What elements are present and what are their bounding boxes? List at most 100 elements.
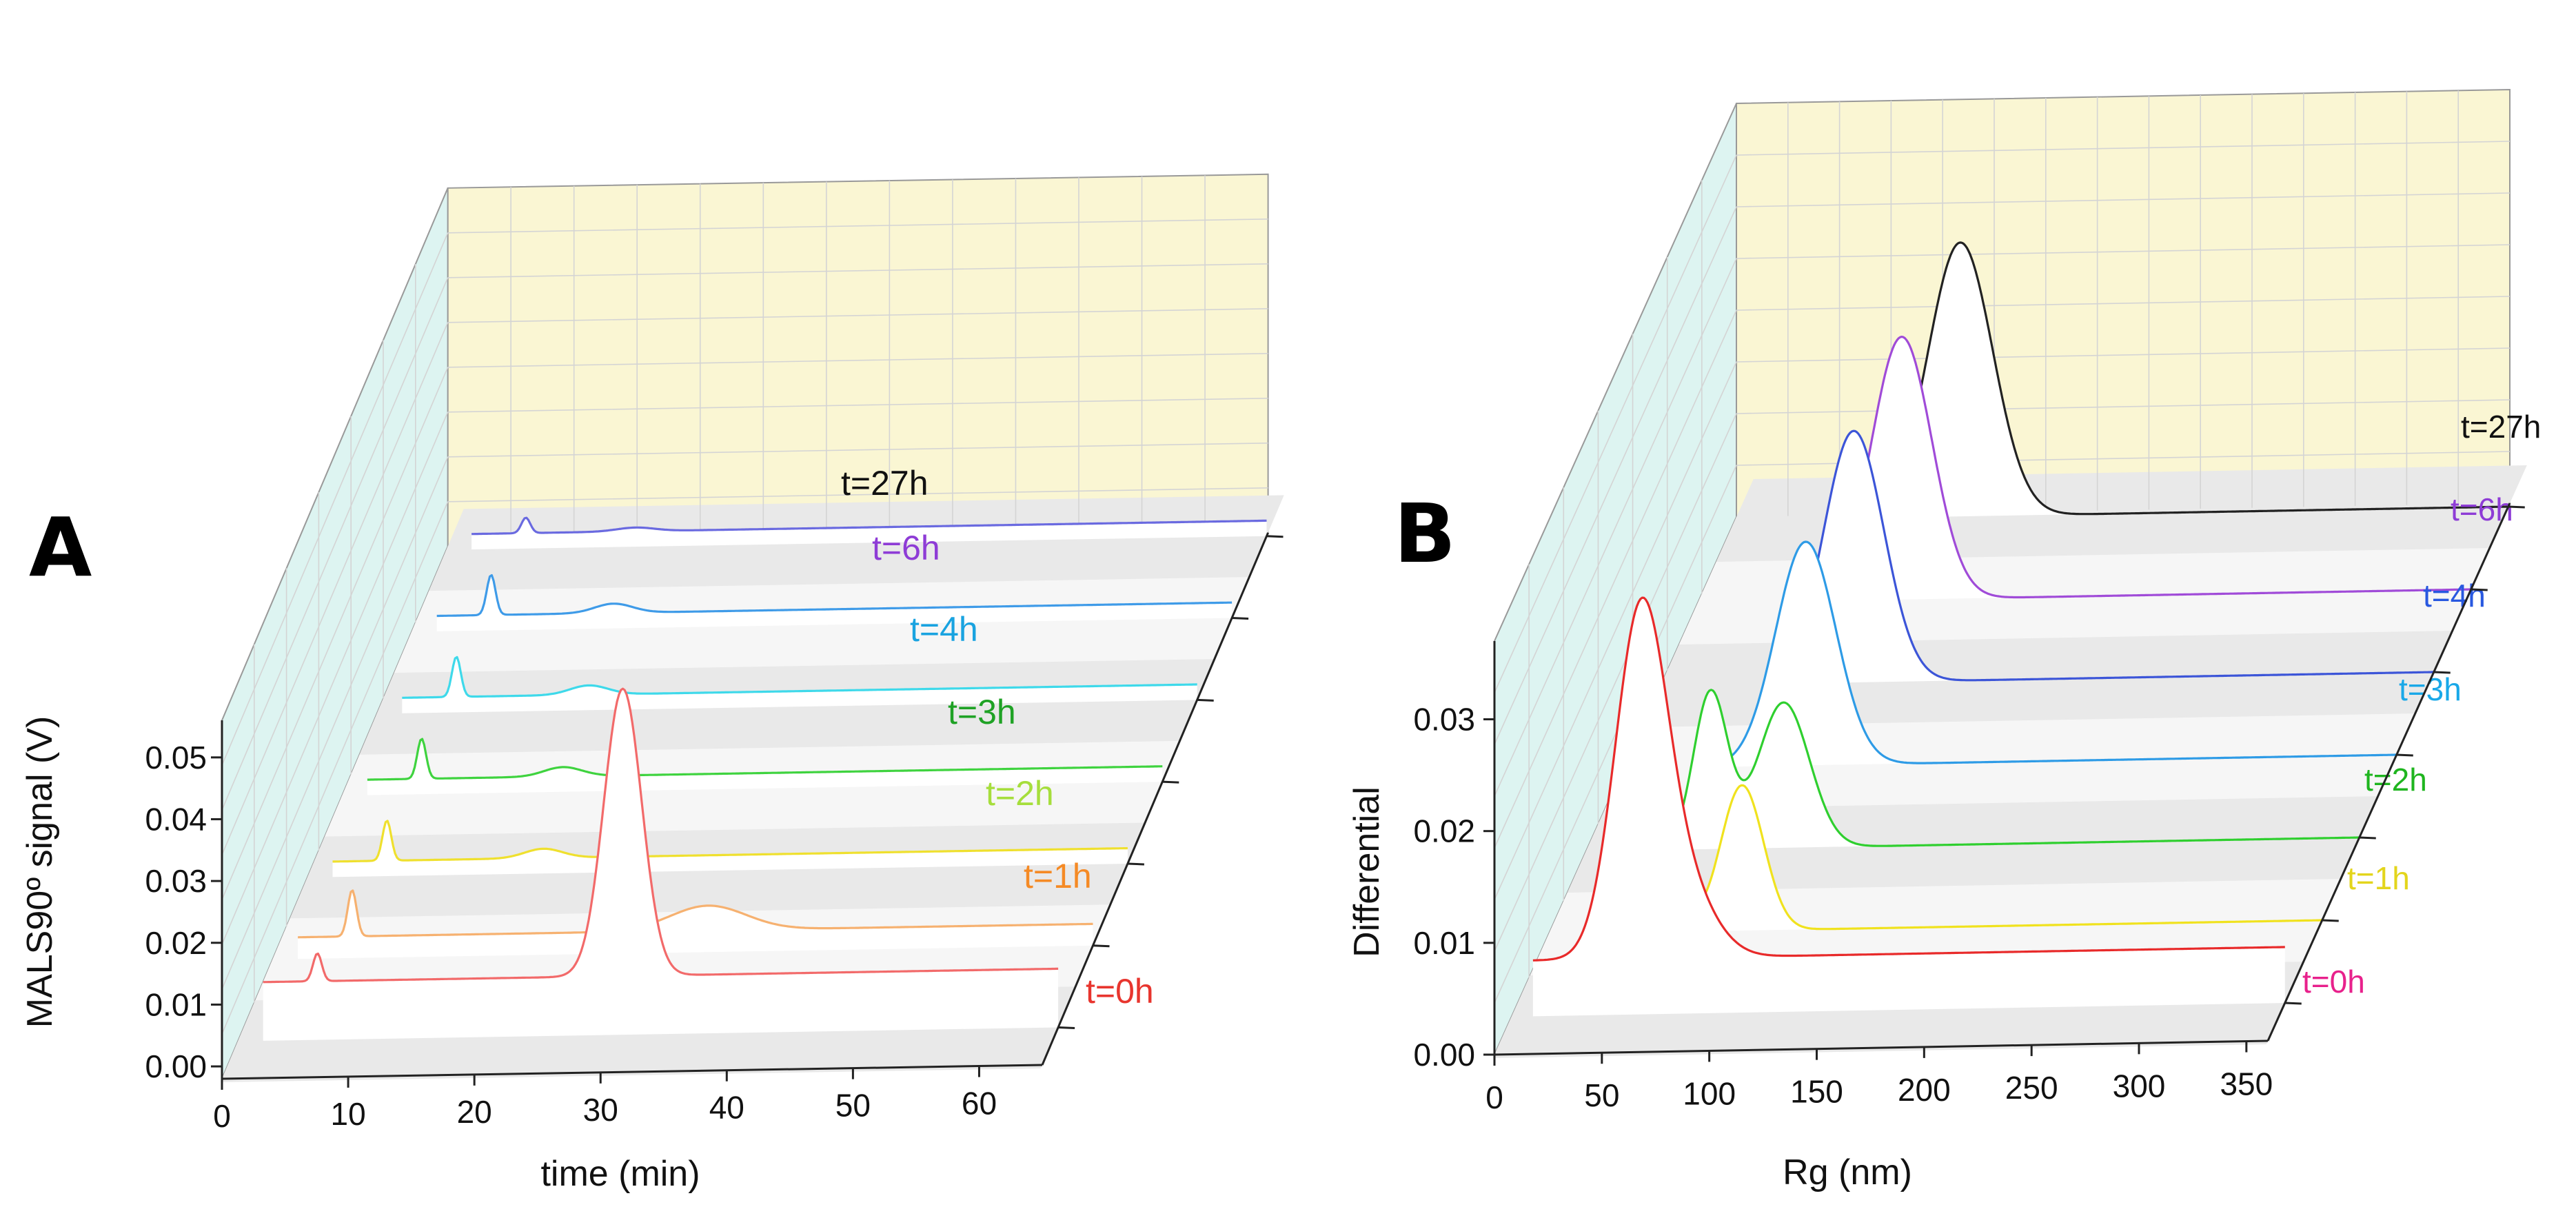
x-tick-label: 250 (2005, 1070, 2058, 1106)
side-wall-hgrid (1494, 361, 1737, 900)
series-fill-t=1h (298, 890, 1093, 960)
series-fill-t=0h (263, 689, 1059, 1041)
back-wall-hgrid (1736, 399, 2511, 414)
series-line-t=6h (1825, 336, 2471, 599)
side-wall-hgrid (221, 232, 449, 766)
y-tick-label: 0.02 (145, 925, 207, 961)
panel-b: t=27h t=6h t=4h t=3h t=2h t=1h t=0h 0 50 100 150 20… (1347, 88, 2541, 1192)
gridlines (1494, 90, 2511, 1004)
panel-label: B (1394, 486, 1456, 581)
y-tick-label: 0.02 (1413, 813, 1475, 849)
side-wall-hgrid (221, 322, 449, 855)
depth-tick (2433, 671, 2451, 674)
series-fill-t=0h (1532, 598, 2285, 1017)
x-tick-label: 50 (1584, 1077, 1619, 1113)
x-axis-title: time (min) (540, 1154, 700, 1194)
side-wall-hgrid (1494, 258, 1737, 797)
floor-band (359, 659, 1215, 755)
side-wall-hgrid (221, 501, 449, 1035)
series-label-t=0h: t=0h (2302, 964, 2365, 999)
depth-tick (2471, 588, 2488, 591)
x-tick-label: 200 (1898, 1072, 1951, 1108)
panel-a: t=27h t=6h t=4h t=3h t=2h t=1h t=0h 0 10 20 30 40 50… (20, 173, 1284, 1194)
series-line-t=6h (436, 574, 1233, 618)
y-tick-label: 0.00 (1413, 1037, 1475, 1073)
gridlines (221, 175, 1268, 1035)
series-fill-t=3h (367, 739, 1163, 795)
series-label-t=2h: t=2h (2364, 762, 2427, 798)
series-fill-t=6h (436, 575, 1233, 631)
series-label-t=4h: t=4h (2423, 578, 2486, 613)
back-wall-hgrid (447, 308, 1268, 323)
back-wall-hgrid (447, 219, 1268, 234)
back-wall-hgrid (1736, 244, 2511, 259)
y-tick-label: 0.03 (145, 863, 207, 899)
depth-tick (2284, 1002, 2302, 1005)
x-tick-label: 30 (583, 1092, 618, 1128)
back-wall-hgrid (447, 263, 1268, 278)
series-label-t=27h: t=27h (841, 464, 929, 503)
y-tick-label: 0.00 (145, 1048, 207, 1084)
y-tick-label: 0.01 (1413, 925, 1475, 961)
x-tick-label: 60 (962, 1086, 997, 1121)
x-axis-title: Rg (nm) (1783, 1153, 1912, 1192)
y-axis-title: MALS90º signal (V) (20, 716, 60, 1028)
y-tick-label: 0.04 (145, 801, 207, 837)
x-tick-label: 150 (1790, 1074, 1843, 1110)
series-fill-t=27h (471, 518, 1267, 550)
series-line-t=0h (263, 687, 1059, 984)
depth-tick (1232, 617, 1249, 620)
back-wall-hgrid (1736, 347, 2511, 363)
series-line-t=3h (1709, 540, 2397, 767)
depth-axis (2266, 503, 2511, 1042)
x-axis (221, 1064, 1043, 1080)
series-line-t=27h (1884, 241, 2508, 516)
series-label-t=6h: t=6h (872, 529, 940, 567)
depth-axis (1041, 532, 1269, 1066)
x-tick-label: 300 (2113, 1068, 2166, 1104)
y-axis-title: Differential (1347, 786, 1387, 957)
series-line-t=2h (1650, 689, 2360, 851)
y-tick-label: 0.03 (1413, 702, 1475, 738)
side-wall-hgrid (221, 412, 449, 945)
series-fill-t=2h (1650, 689, 2360, 851)
series-fill-t=4h (402, 657, 1197, 713)
floor-band (394, 577, 1250, 673)
series-label-t=3h: t=3h (2399, 671, 2462, 707)
series-line-t=1h (1602, 696, 2322, 933)
y-tick-label: 0.01 (145, 986, 207, 1022)
series-label-t=0h: t=0h (1086, 972, 1154, 1011)
series-line-t=0h (1532, 596, 2285, 962)
series-line-t=4h (1767, 429, 2434, 682)
series-label-t=2h: t=2h (986, 774, 1054, 813)
back-wall-hgrid (1736, 296, 2511, 311)
x-tick-label: 40 (709, 1090, 744, 1126)
series-label-t=6h: t=6h (2451, 491, 2513, 527)
x-tick-label: 0 (1485, 1079, 1503, 1115)
side-wall-hgrid (1494, 206, 1737, 745)
series-label-t=1h: t=1h (1024, 857, 1092, 895)
series-line-t=3h (367, 738, 1163, 781)
series-line-t=4h (402, 656, 1197, 699)
series-label-t=3h: t=3h (948, 693, 1016, 731)
side-wall-hgrid (221, 456, 449, 990)
back-wall-hgrid (1736, 192, 2511, 207)
depth-tick (2322, 919, 2339, 922)
series-fill-t=2h (332, 820, 1128, 877)
series-label-t=4h: t=4h (910, 610, 978, 649)
series-line-t=2h (332, 820, 1128, 863)
side-wall-hgrid (1494, 465, 1737, 1004)
series-fill-t=27h (1885, 242, 2508, 518)
series-line-t=27h (471, 516, 1267, 536)
x-tick-label: 20 (457, 1094, 492, 1130)
side-wall-hgrid (221, 277, 449, 811)
side-wall-hgrid (1494, 309, 1737, 849)
side-wall-hgrid (1494, 154, 1737, 693)
back-wall-hgrid (447, 487, 1268, 503)
back-wall-hgrid (1736, 141, 2511, 156)
series-line-t=1h (298, 889, 1093, 939)
panel-label: A (29, 500, 92, 595)
side-wall-hgrid (1494, 413, 1737, 952)
series-label-t=1h: t=1h (2347, 860, 2410, 896)
